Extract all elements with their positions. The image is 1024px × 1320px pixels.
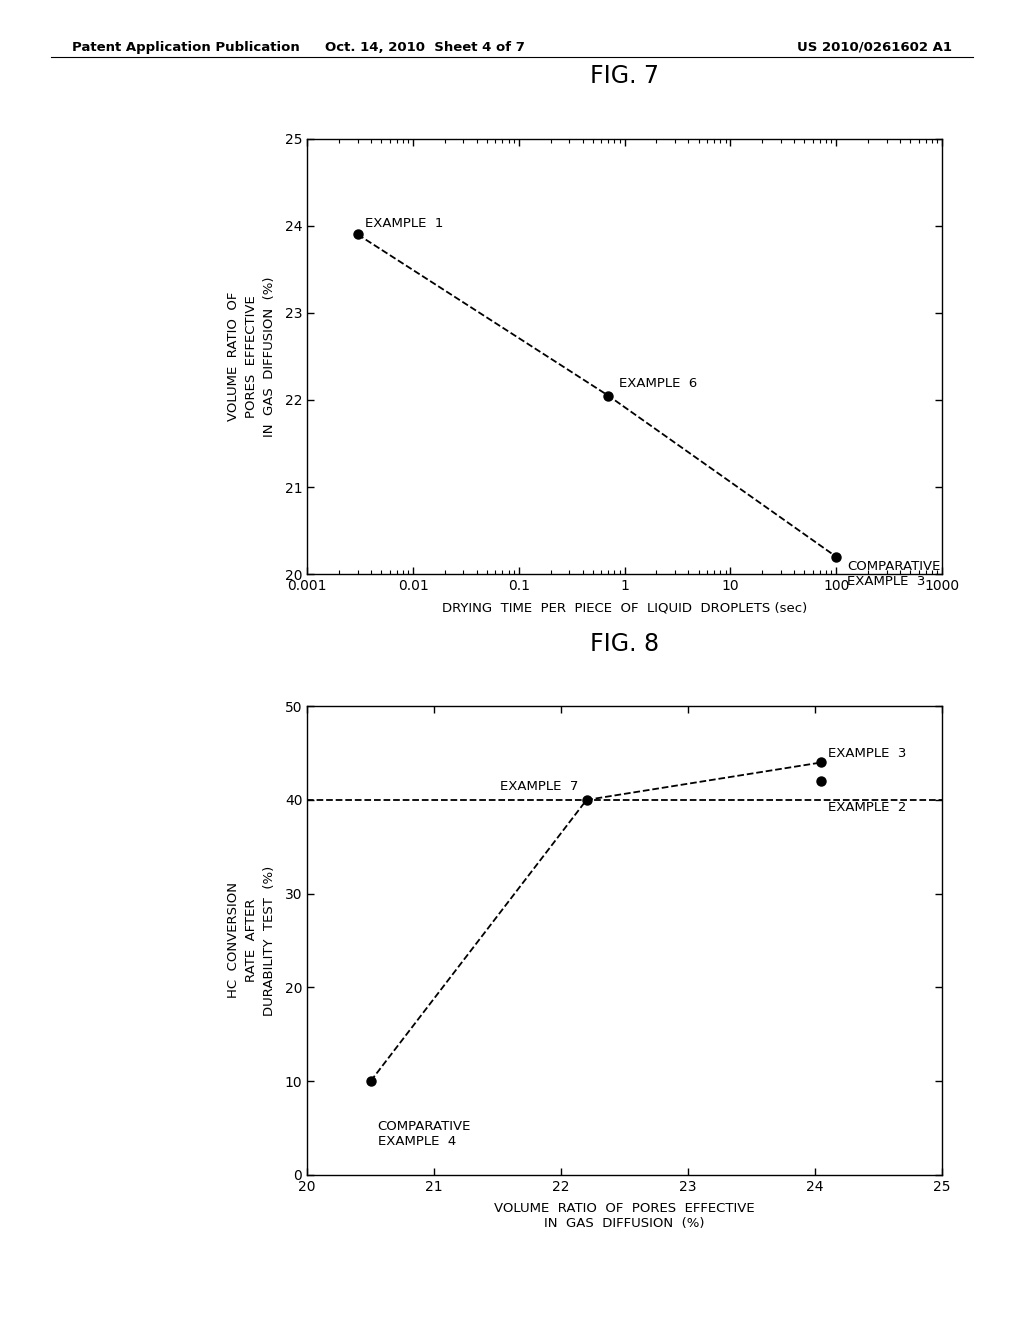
Text: Oct. 14, 2010  Sheet 4 of 7: Oct. 14, 2010 Sheet 4 of 7 [325,41,525,54]
Text: EXAMPLE  7: EXAMPLE 7 [501,780,579,793]
Text: FIG. 7: FIG. 7 [590,65,659,88]
Text: COMPARATIVE
EXAMPLE  4: COMPARATIVE EXAMPLE 4 [378,1119,471,1148]
Text: EXAMPLE  6: EXAMPLE 6 [620,378,697,389]
Text: EXAMPLE  3: EXAMPLE 3 [828,747,907,759]
Text: EXAMPLE  1: EXAMPLE 1 [365,218,443,230]
Text: US 2010/0261602 A1: US 2010/0261602 A1 [798,41,952,54]
X-axis label: DRYING  TIME  PER  PIECE  OF  LIQUID  DROPLETS (sec): DRYING TIME PER PIECE OF LIQUID DROPLETS… [442,602,807,614]
X-axis label: VOLUME  RATIO  OF  PORES  EFFECTIVE
IN  GAS  DIFFUSION  (%): VOLUME RATIO OF PORES EFFECTIVE IN GAS D… [495,1203,755,1230]
Text: COMPARATIVE
EXAMPLE  3: COMPARATIVE EXAMPLE 3 [848,560,941,587]
Text: Patent Application Publication: Patent Application Publication [72,41,299,54]
Y-axis label: HC  CONVERSION
RATE  AFTER
DURABILITY  TEST  (%): HC CONVERSION RATE AFTER DURABILITY TEST… [227,866,276,1015]
Text: EXAMPLE  2: EXAMPLE 2 [828,801,907,813]
Text: FIG. 8: FIG. 8 [590,632,659,656]
Y-axis label: VOLUME  RATIO  OF
PORES  EFFECTIVE
IN  GAS  DIFFUSION  (%): VOLUME RATIO OF PORES EFFECTIVE IN GAS D… [227,276,276,437]
